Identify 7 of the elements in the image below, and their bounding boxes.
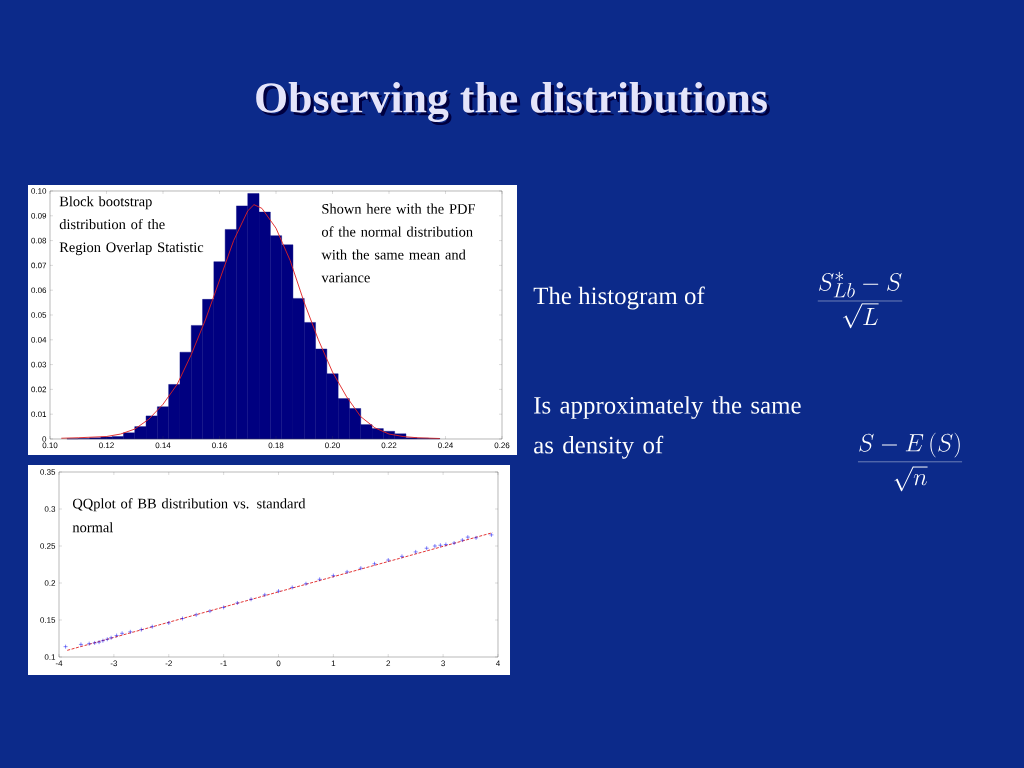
text: $\frac{S_{Lb}^{*}-S}{\sqrt{L}}$	[817, 271, 903, 329]
annotation: Shown here with the PDF of the normal distribution with the same mean and variance	[321, 203, 475, 283]
text: $\frac{S-E\left(S\right)}{\sqrt{n}}$	[857, 432, 963, 492]
text: Is approximately the same as density of	[534, 396, 801, 459]
annotation: QQplot of BB distribution vs. standard normal	[72, 498, 306, 533]
annotation: Block bootstrap distribution of the Region Overlap Statistic	[59, 196, 204, 256]
text: The histogram of	[533, 286, 705, 310]
